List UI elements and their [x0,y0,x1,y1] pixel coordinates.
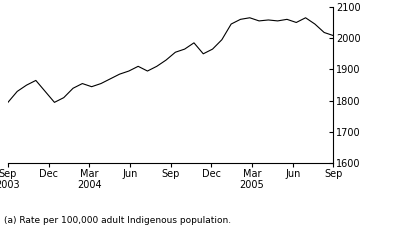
Text: (a) Rate per 100,000 adult Indigenous population.: (a) Rate per 100,000 adult Indigenous po… [4,216,231,225]
